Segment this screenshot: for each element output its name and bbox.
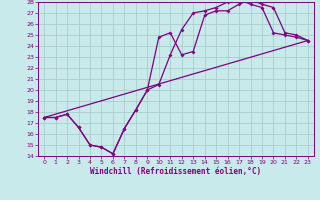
X-axis label: Windchill (Refroidissement éolien,°C): Windchill (Refroidissement éolien,°C): [91, 167, 261, 176]
